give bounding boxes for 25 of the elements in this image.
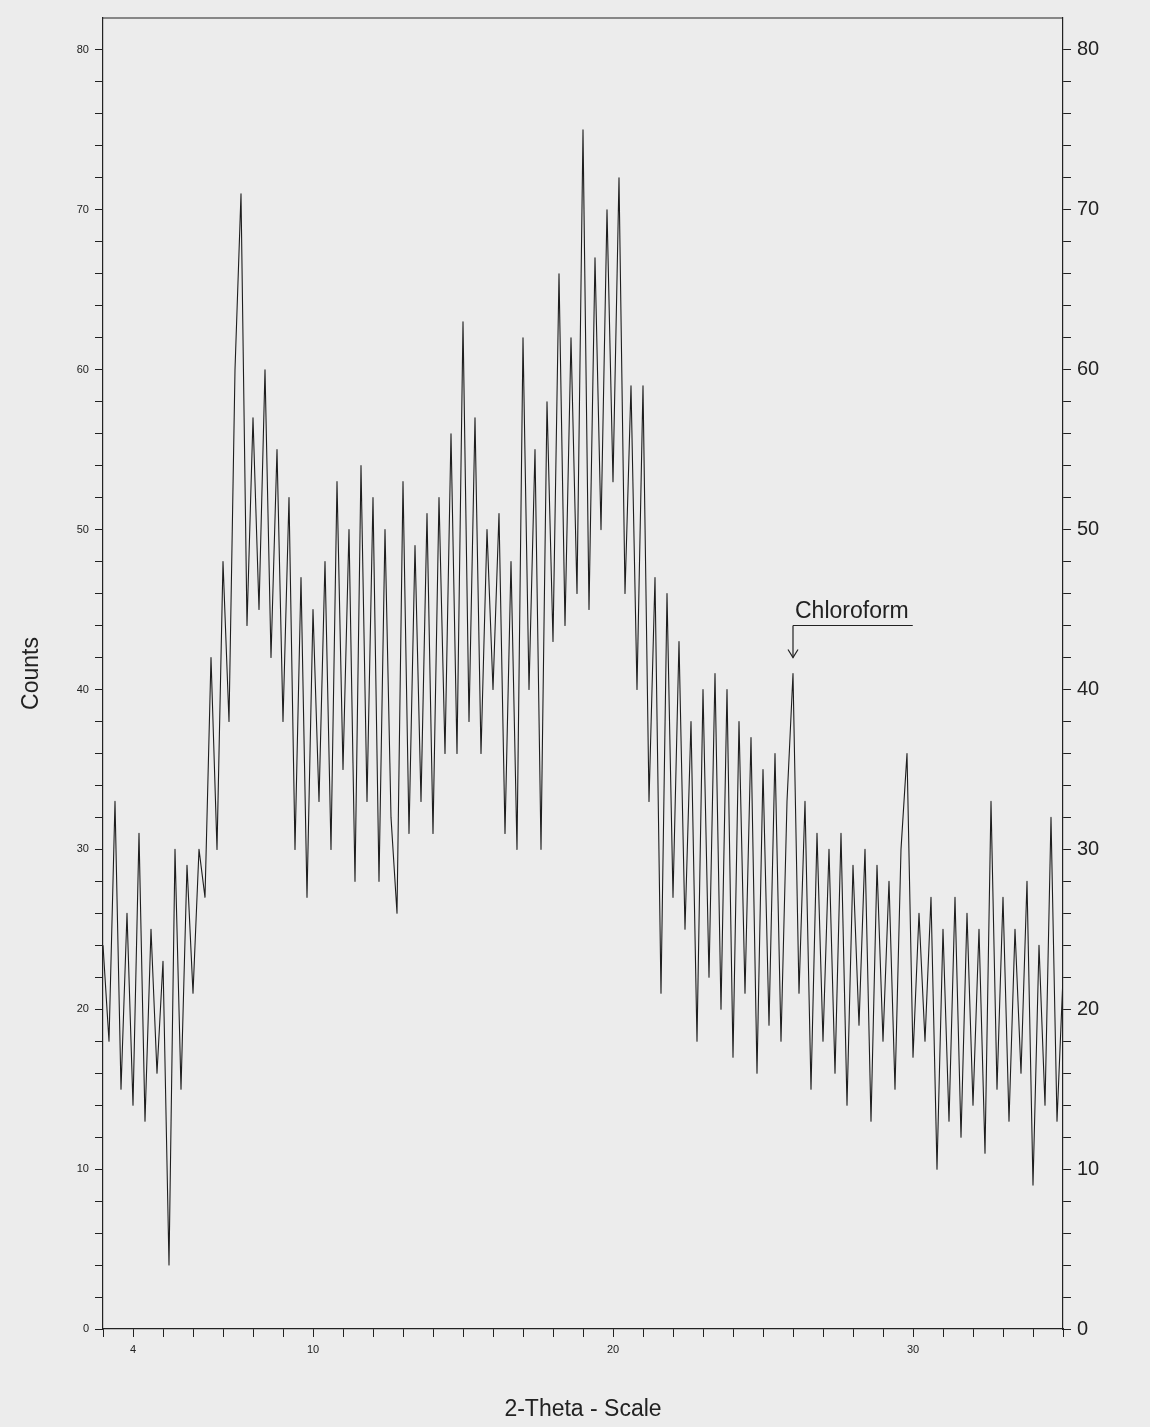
x-axis-title: 2-Theta - Scale (504, 1394, 662, 1421)
y2-tick-label: 80 (1077, 37, 1100, 60)
y-tick-label: 40 (76, 682, 89, 695)
y2-tick-label: 70 (1077, 197, 1100, 220)
y2-tick-label: 0 (1077, 1316, 1089, 1339)
y-tick-label: 70 (76, 202, 89, 215)
y2-tick-label: 30 (1077, 836, 1100, 859)
x-tick-label: 20 (606, 1342, 620, 1355)
y2-tick-label: 10 (1077, 1156, 1100, 1179)
x-tick-label: 30 (906, 1342, 920, 1355)
y-tick-label: 80 (76, 43, 89, 56)
y-tick-label: 30 (76, 842, 89, 855)
y-axis-title: Counts (17, 637, 44, 710)
y-tick-label: 10 (76, 1162, 89, 1175)
x-tick-label: 4 (129, 1342, 137, 1355)
y-tick-label: 20 (76, 1002, 89, 1015)
x-tick-label: 10 (306, 1342, 320, 1355)
y-tick-label: 60 (76, 362, 89, 375)
y2-tick-label: 60 (1077, 357, 1100, 380)
y-tick-label: 0 (82, 1322, 89, 1335)
y2-tick-label: 50 (1077, 517, 1100, 540)
y2-tick-label: 20 (1077, 996, 1100, 1019)
y-tick-label: 50 (76, 522, 89, 535)
annotation: Chloroform (795, 596, 909, 623)
y2-tick-label: 40 (1077, 677, 1100, 699)
